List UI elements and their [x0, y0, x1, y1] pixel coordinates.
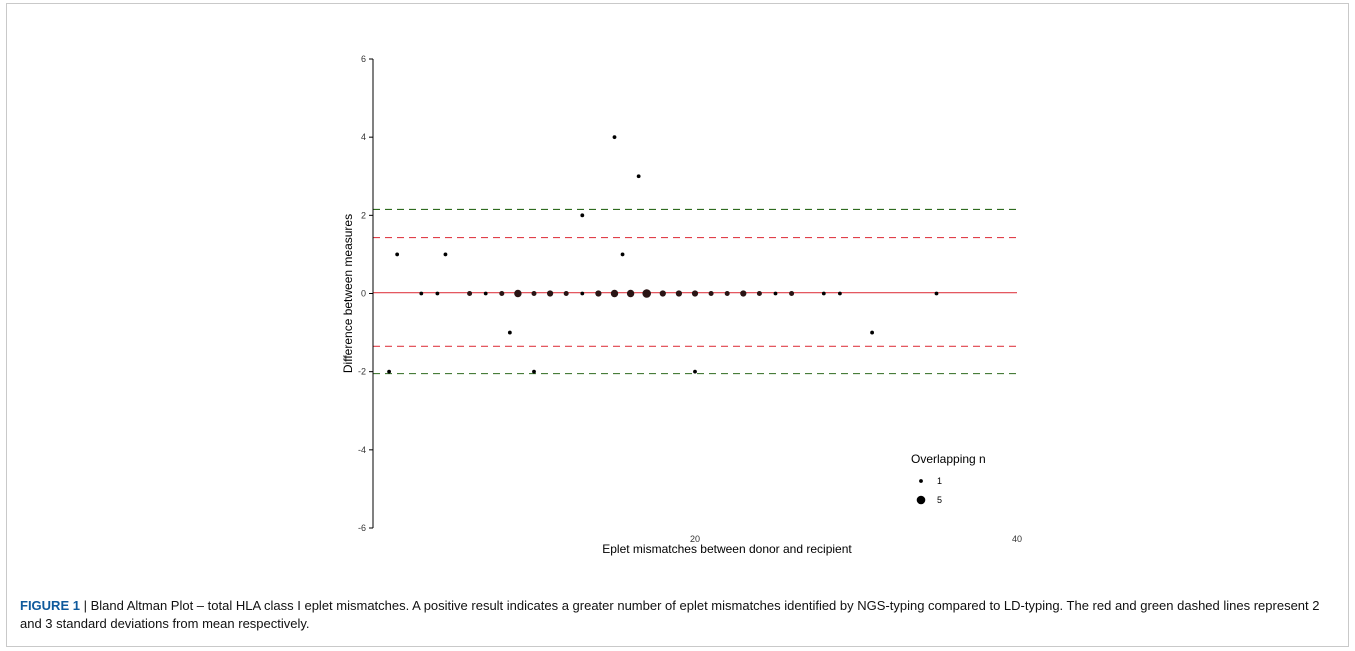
data-point-22 — [642, 289, 651, 298]
y-axis-title: Difference between measures — [341, 214, 355, 373]
data-point-13 — [563, 291, 569, 296]
x-tick-label-1: 40 — [1012, 534, 1022, 544]
data-point-15 — [580, 213, 585, 218]
data-point-20 — [626, 289, 635, 298]
data-point-8 — [507, 330, 512, 335]
legend-label-0: 1 — [937, 476, 942, 486]
legend-title: Overlapping n — [911, 452, 986, 466]
data-point-5 — [467, 291, 473, 296]
y-tick-label-5: 4 — [361, 132, 366, 142]
data-point-14 — [580, 291, 585, 296]
data-point-18 — [612, 135, 617, 140]
data-point-19 — [620, 252, 625, 257]
data-point-28 — [724, 291, 730, 296]
legend-label-1: 5 — [937, 495, 942, 505]
data-point-0 — [387, 369, 391, 374]
data-point-32 — [789, 291, 795, 296]
data-point-36 — [934, 291, 939, 296]
data-point-16 — [595, 290, 602, 297]
caption-text: Bland Altman Plot – total HLA class I ep… — [20, 598, 1320, 631]
data-point-23 — [659, 290, 666, 297]
data-point-30 — [756, 291, 762, 296]
legend-key-0 — [919, 479, 923, 483]
legend: Overlapping n 1 5 — [911, 452, 986, 505]
y-tick-label-0: -6 — [358, 523, 366, 533]
figure-caption: FIGURE 1 | Bland Altman Plot – total HLA… — [20, 597, 1330, 633]
data-point-4 — [443, 252, 448, 257]
y-tick-label-4: 2 — [361, 210, 366, 220]
data-point-3 — [435, 291, 440, 296]
y-tick-label-6: 6 — [361, 54, 366, 64]
data-point-17 — [610, 289, 619, 298]
data-point-21 — [636, 174, 641, 179]
data-point-2 — [419, 291, 424, 296]
x-axis-title: Eplet mismatches between donor and recip… — [602, 542, 852, 556]
x-tick-label-0: 20 — [690, 534, 700, 544]
data-point-11 — [532, 369, 536, 374]
data-point-27 — [708, 291, 714, 296]
y-tick-label-1: -4 — [358, 445, 366, 455]
data-point-12 — [547, 290, 554, 297]
caption-separator: | — [79, 598, 91, 613]
ticks: -6 -4 -2 0 2 4 6 20 40 — [358, 54, 1022, 544]
data-point-35 — [870, 330, 874, 335]
data-point-34 — [838, 291, 842, 296]
data-point-24 — [675, 290, 683, 297]
figure-frame — [6, 3, 1349, 647]
data-points — [387, 135, 939, 374]
data-point-33 — [821, 291, 826, 296]
data-point-1 — [395, 252, 400, 257]
data-point-10 — [531, 291, 537, 296]
data-point-31 — [773, 291, 778, 296]
legend-key-1 — [916, 495, 926, 505]
data-point-7 — [499, 291, 505, 296]
data-point-9 — [514, 289, 522, 298]
data-point-25 — [691, 290, 699, 297]
y-tick-label-3: 0 — [361, 289, 366, 299]
data-point-26 — [693, 369, 697, 374]
bland-altman-plot: -6 -4 -2 0 2 4 6 20 40 Eplet mismatches between … — [341, 54, 1022, 556]
y-tick-label-2: -2 — [358, 367, 366, 377]
data-point-6 — [483, 291, 488, 296]
data-point-29 — [740, 290, 747, 297]
caption-label: FIGURE 1 — [20, 598, 80, 613]
